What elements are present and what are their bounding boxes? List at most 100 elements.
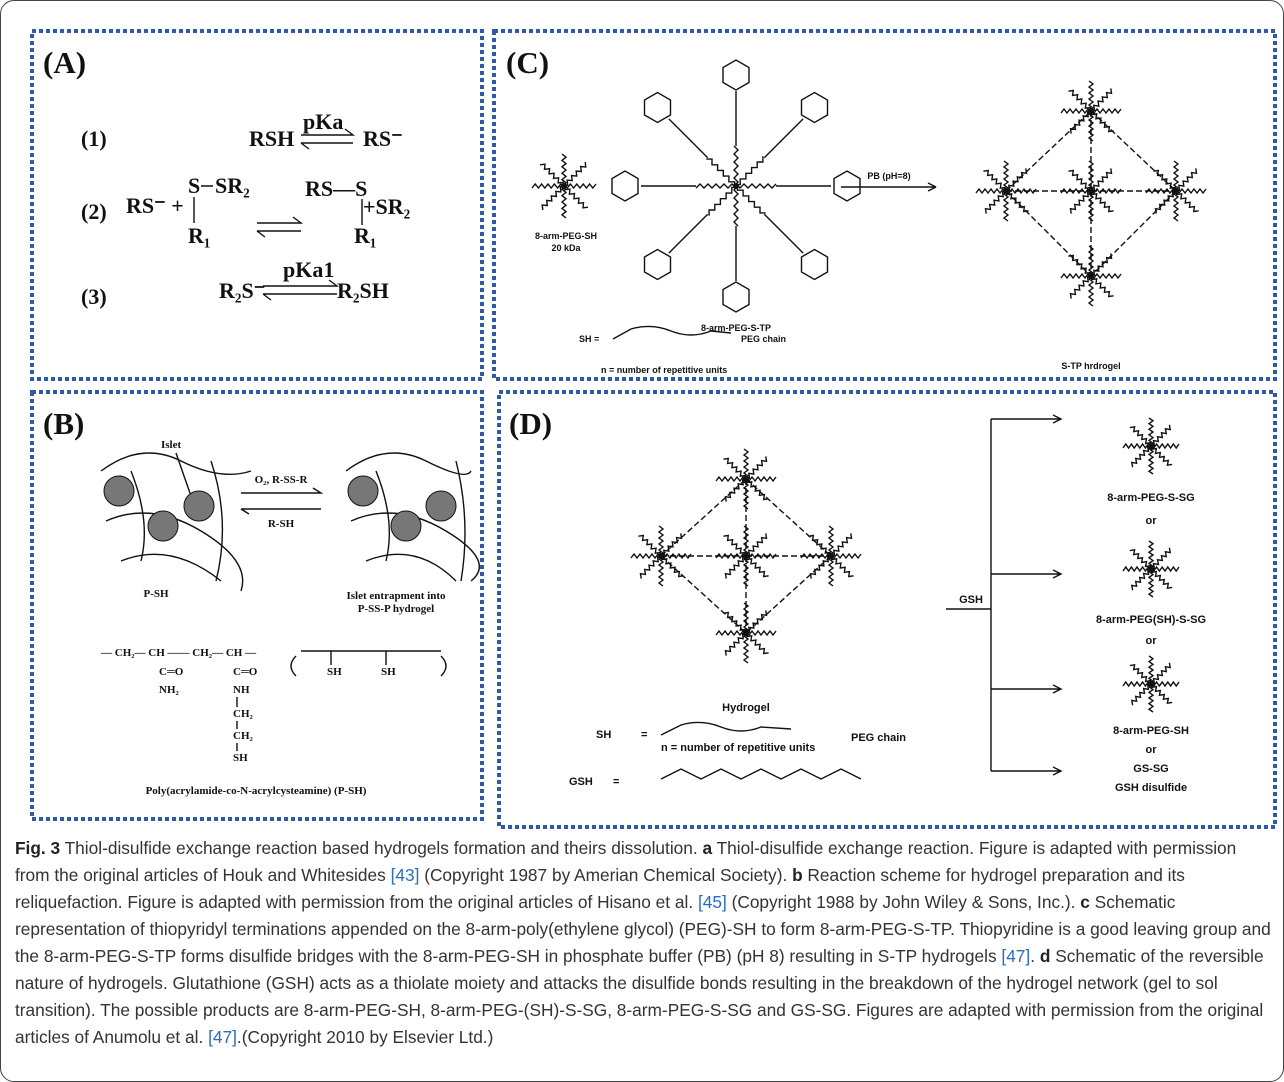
peg-arm	[1177, 190, 1199, 212]
peg-arm	[976, 189, 1006, 193]
figure-number: Fig. 3	[15, 838, 60, 858]
formula: RSH	[249, 126, 294, 151]
peg-arm	[1174, 161, 1178, 191]
constant: pKa1	[283, 257, 334, 282]
pyridine-ring	[723, 60, 749, 90]
pyridine-ring	[645, 250, 671, 280]
peg-arm	[1005, 168, 1027, 190]
peg-arm	[831, 554, 861, 558]
star-core	[1148, 566, 1154, 572]
peg-arm	[1090, 88, 1112, 110]
reference-link[interactable]: [43]	[391, 865, 420, 885]
formula: SH	[327, 666, 342, 678]
reagent: GSH	[959, 594, 983, 606]
peg-arm	[734, 146, 738, 186]
peg-arm	[709, 187, 737, 215]
constant: pKa	[303, 109, 343, 134]
label: Islet entrapment into	[347, 590, 446, 602]
formula: S	[188, 173, 200, 198]
legend: PEG chain	[851, 732, 906, 744]
caption-text: (Copyright 1988 by John Wiley & Sons, In…	[727, 892, 1080, 912]
peg-arm	[745, 610, 767, 632]
caption-text: .(Copyright 2010 by Elsevier Ltd.)	[237, 1027, 493, 1047]
condition: O₂, R-SS-R	[255, 474, 309, 486]
legend: n = number of repetitive units	[661, 742, 815, 754]
peg-arm	[1004, 191, 1008, 221]
reference-link[interactable]: [45]	[698, 892, 727, 912]
peg-arm	[565, 185, 588, 208]
disulfide-link	[764, 214, 803, 253]
star-core	[561, 183, 567, 189]
legend: GSH	[569, 776, 593, 788]
peg-arm	[808, 536, 830, 558]
figure: (A) (1) RSH pKa RS⁻ (2) RS⁻ + S SR₂ R₁ R…	[1, 1, 1284, 831]
caption-panel: b	[792, 865, 803, 885]
peg-arm	[540, 164, 563, 187]
disulfide-link	[669, 214, 708, 253]
peg-arm	[723, 536, 745, 558]
product: 8-arm-PEG-S-SG	[1107, 492, 1194, 504]
pyridine-ring	[834, 171, 860, 201]
peg-arm	[1174, 191, 1178, 221]
legend: SH	[596, 729, 611, 741]
caption: Fig. 3 Thiol-disulfide exchange reaction…	[15, 835, 1271, 1051]
reference-link[interactable]: [47]	[208, 1027, 237, 1047]
polymer-name: Poly(acrylamide-co-N-acrylcysteamine) (P…	[146, 785, 367, 797]
formula: RS⁻	[363, 126, 403, 151]
condition: R-SH	[268, 518, 295, 530]
legend: PEG chain	[741, 334, 786, 344]
peg-arm	[747, 555, 769, 577]
peg-arm	[706, 159, 734, 187]
product: GS-SG	[1133, 763, 1168, 775]
legend: n = number of repetitive units	[601, 365, 727, 375]
peg-arm	[562, 154, 566, 186]
peg-arm	[1092, 275, 1114, 297]
peg-arm	[723, 459, 745, 481]
peg-arm	[1090, 168, 1112, 190]
product: 8-arm-PEG-SH	[1113, 725, 1189, 737]
peg-arm	[1123, 682, 1151, 686]
peg-arm	[1156, 192, 1178, 214]
disulfide-link	[764, 119, 803, 158]
reference-link[interactable]: [47]	[1001, 946, 1030, 966]
product: GSH disulfide	[1115, 782, 1187, 794]
peg-arm	[716, 631, 746, 635]
formula: R₂SH	[337, 278, 389, 303]
panel-label: (B)	[43, 406, 84, 441]
pyridine-ring	[723, 282, 749, 312]
star-core	[1148, 681, 1154, 687]
peg-arm	[1091, 109, 1121, 113]
formula: R₁	[354, 223, 376, 248]
label: P-SH	[143, 588, 169, 600]
star-core	[733, 183, 739, 189]
peg-arm	[1007, 190, 1029, 212]
peg-arm	[1092, 110, 1114, 132]
legend: SH =	[579, 334, 599, 344]
formula: +SR₂	[363, 194, 411, 219]
peg-arm	[1068, 256, 1090, 278]
label: Hydrogel	[722, 702, 770, 714]
peg-arm	[746, 477, 776, 481]
peg-arm	[1149, 418, 1153, 446]
formula: C═O	[159, 666, 184, 678]
formula: CH₂	[233, 708, 254, 720]
product: or	[1146, 515, 1158, 527]
pyridine-ring	[645, 93, 671, 123]
peg-arm	[723, 613, 745, 635]
peg-arm	[1090, 253, 1112, 275]
reaction-number: (3)	[81, 284, 107, 309]
peg-arm	[1175, 168, 1197, 190]
peg-arm	[829, 526, 833, 556]
arrow	[841, 183, 936, 191]
peg-arm	[734, 186, 738, 226]
peg-arm	[1149, 656, 1153, 684]
caption-panel: a	[702, 838, 712, 858]
label: Islet	[161, 439, 182, 451]
star-core	[1148, 443, 1154, 449]
product: 8-arm-PEG(SH)-S-SG	[1096, 614, 1206, 626]
reaction-number: (2)	[81, 199, 107, 224]
formula: — CH₂— CH —— CH₂— CH —	[100, 647, 257, 659]
peg-arm	[1176, 189, 1206, 193]
peg-arm	[1092, 190, 1114, 212]
equilibrium-arrow	[241, 488, 321, 514]
